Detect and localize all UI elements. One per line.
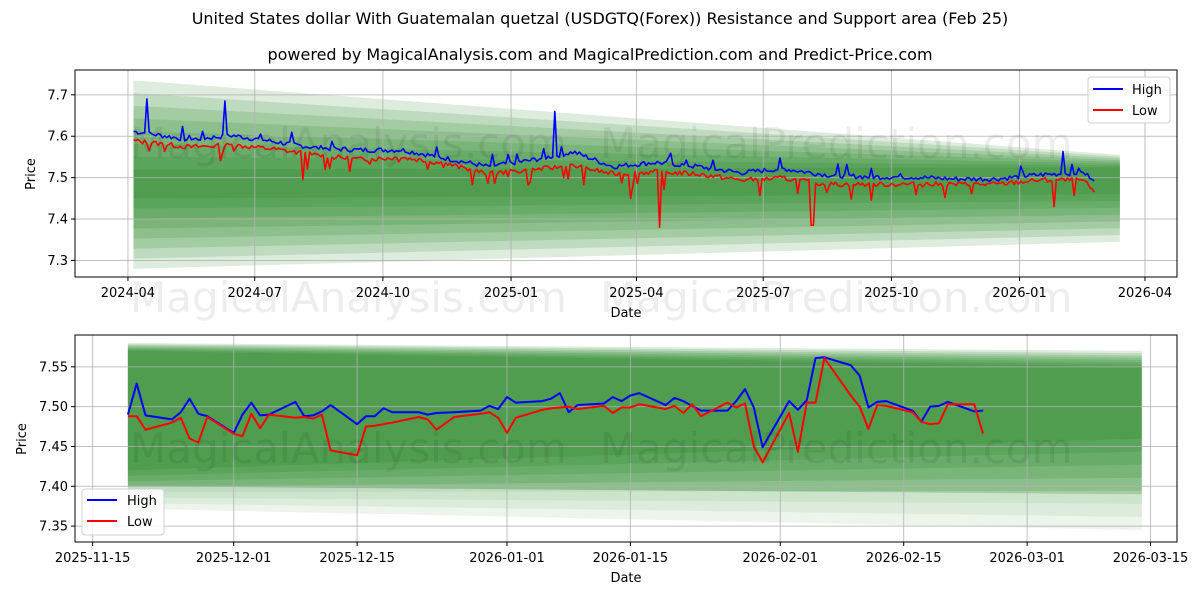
svg-text:7.5: 7.5 bbox=[47, 171, 68, 186]
svg-text:2024-04: 2024-04 bbox=[101, 286, 155, 301]
legend-low-label: Low bbox=[127, 515, 153, 530]
watermark-magicalprediction: MagicalPrediction.com bbox=[600, 273, 1073, 322]
svg-text:2025-07: 2025-07 bbox=[736, 286, 790, 301]
axes-frame bbox=[74, 69, 1178, 278]
price-lines bbox=[133, 98, 1095, 229]
top-chart: 7.3 7.4 7.5 7.6 7.7 2024-04 2024-07 2024-10 2025… bbox=[24, 69, 1178, 321]
x-axis-label: Date bbox=[610, 571, 641, 586]
x-axis-label: Date bbox=[610, 306, 641, 321]
svg-text:2024-07: 2024-07 bbox=[228, 286, 282, 301]
watermark-magicalprediction: MagicalPrediction.com bbox=[600, 424, 1073, 473]
svg-text:2025-12-15: 2025-12-15 bbox=[319, 551, 395, 566]
svg-text:2024-10: 2024-10 bbox=[356, 286, 410, 301]
svg-text:7.50: 7.50 bbox=[39, 400, 68, 415]
svg-text:7.45: 7.45 bbox=[39, 440, 68, 455]
resistance-support-band bbox=[127, 342, 1142, 531]
resistance-support-band bbox=[133, 80, 1120, 269]
svg-text:7.6: 7.6 bbox=[47, 130, 68, 145]
legend-high-label: High bbox=[1132, 83, 1162, 98]
watermark-magicalprediction: MagicalPrediction.com bbox=[600, 119, 1073, 168]
svg-text:7.55: 7.55 bbox=[39, 360, 68, 375]
svg-text:7.40: 7.40 bbox=[39, 480, 68, 495]
svg-text:2025-10: 2025-10 bbox=[864, 286, 918, 301]
svg-text:2025-04: 2025-04 bbox=[609, 286, 663, 301]
svg-text:7.7: 7.7 bbox=[47, 88, 68, 103]
svg-text:2026-03-15: 2026-03-15 bbox=[1113, 551, 1189, 566]
axis-ticks: 7.3 7.4 7.5 7.6 7.7 2024-04 2024-07 2024-10 2025… bbox=[47, 88, 1172, 301]
y-axis-label: Price bbox=[24, 158, 39, 190]
legend: High Low bbox=[1087, 76, 1171, 124]
low-series-line bbox=[127, 357, 985, 464]
legend-low-label: Low bbox=[1132, 104, 1158, 119]
svg-text:7.3: 7.3 bbox=[47, 254, 68, 269]
svg-text:2026-01-01: 2026-01-01 bbox=[469, 551, 545, 566]
svg-text:2026-04: 2026-04 bbox=[1118, 286, 1172, 301]
svg-text:2026-01: 2026-01 bbox=[992, 286, 1046, 301]
chart-subtitle: powered by MagicalAnalysis.com and Magic… bbox=[267, 45, 933, 64]
bottom-chart: 7.35 7.40 7.45 7.50 7.55 2025-11-15 2025-12-01… bbox=[15, 334, 1188, 586]
watermark-magicalanalysis: MagicalAnalysis.com bbox=[130, 273, 567, 322]
svg-text:2026-03-01: 2026-03-01 bbox=[989, 551, 1065, 566]
chart-title: United States dollar With Guatemalan que… bbox=[191, 9, 1009, 28]
watermark-magicalanalysis: MagicalAnalysis.com bbox=[130, 119, 567, 168]
svg-text:2026-01-15: 2026-01-15 bbox=[593, 551, 669, 566]
svg-text:2026-02-01: 2026-02-01 bbox=[742, 551, 818, 566]
legend-high-label: High bbox=[127, 494, 157, 509]
svg-text:7.4: 7.4 bbox=[47, 213, 68, 228]
svg-text:2025-11-15: 2025-11-15 bbox=[55, 551, 131, 566]
price-lines bbox=[126, 356, 985, 464]
svg-text:2025-12-01: 2025-12-01 bbox=[196, 551, 272, 566]
legend: High Low bbox=[81, 488, 165, 536]
axis-ticks: 7.35 7.40 7.45 7.50 7.55 2025-11-15 2025-12-01… bbox=[39, 360, 1188, 566]
svg-text:7.35: 7.35 bbox=[39, 520, 68, 535]
axes-frame bbox=[74, 334, 1178, 543]
svg-text:2026-02-15: 2026-02-15 bbox=[866, 551, 942, 566]
high-series-line bbox=[133, 98, 1095, 183]
high-series-line bbox=[126, 356, 984, 449]
grid-lines bbox=[75, 335, 1177, 542]
low-series-line bbox=[133, 138, 1095, 229]
y-axis-label: Price bbox=[15, 423, 30, 455]
svg-text:2025-01: 2025-01 bbox=[484, 286, 538, 301]
watermark-magicalanalysis: MagicalAnalysis.com bbox=[130, 424, 567, 473]
